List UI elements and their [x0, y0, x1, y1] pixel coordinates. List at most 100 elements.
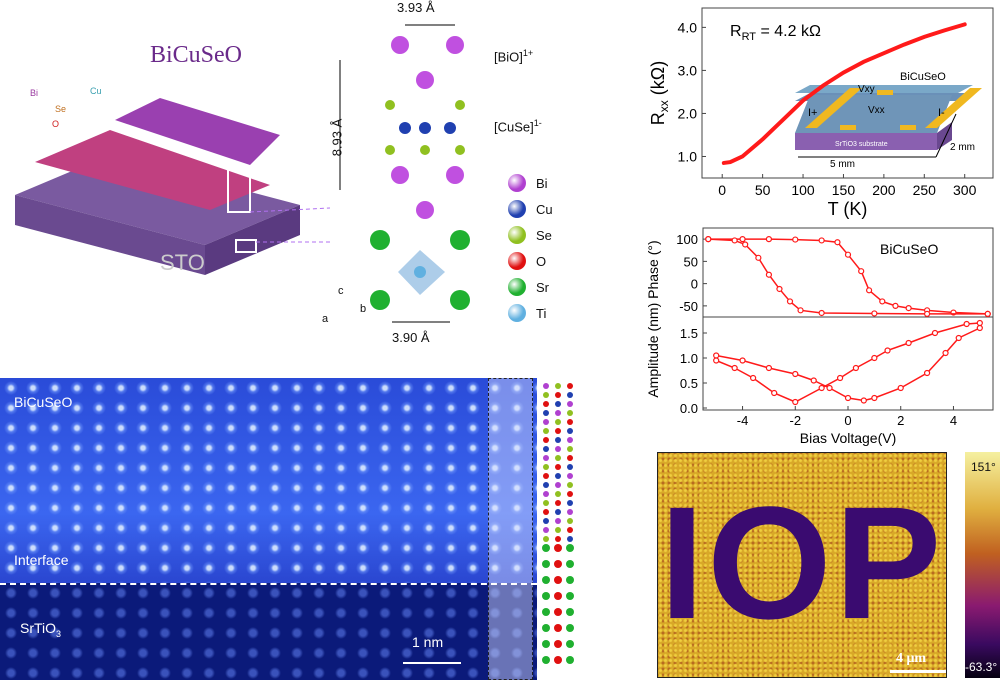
phase-point [984, 310, 991, 317]
model-atom [543, 527, 549, 533]
model-atom [566, 624, 574, 632]
model-atom [567, 455, 573, 461]
inset-vxx: Vxx [868, 105, 885, 116]
contact-pad [900, 125, 916, 130]
phase-point [905, 304, 912, 312]
legend-label: Bi [536, 175, 548, 191]
y-tick-label: 0.5 [680, 376, 698, 391]
y-axis-label: Amplitude (nm) Phase (°) [645, 240, 661, 397]
model-atom [567, 428, 573, 434]
model-atom [542, 592, 550, 600]
model-atom [554, 608, 562, 616]
model-atom [543, 509, 549, 515]
y-tick-label: 0 [691, 277, 698, 292]
inset-substrate: SrTiO3 substrate [835, 141, 888, 148]
axis-a: a [322, 313, 329, 325]
stem-image: BiCuSeO Interface SrTiO3 1 nm [0, 378, 537, 680]
model-atom [554, 560, 562, 568]
amplitude-point [713, 352, 720, 359]
pfm-pattern-text: IOP [659, 473, 945, 652]
amplitude-point [976, 324, 983, 332]
x-tick-label: 100 [791, 182, 815, 198]
model-atom [543, 419, 549, 425]
atom-label-o: O [52, 119, 60, 129]
amplitude-point [884, 347, 891, 354]
model-atom [566, 576, 574, 584]
amplitude-point [871, 354, 878, 362]
x-tick-label: 250 [913, 182, 937, 198]
legend-item: O [508, 248, 553, 274]
model-atom [543, 392, 549, 398]
amplitude-point [871, 394, 878, 402]
atom-sphere-icon [508, 226, 526, 244]
film-illustration: STO [15, 98, 330, 275]
model-atom [567, 473, 573, 479]
amplitude-point [765, 364, 773, 372]
atom-sphere-icon [508, 304, 526, 322]
inset-iminus: I- [938, 107, 945, 119]
inset-vxy: Vxy [858, 84, 875, 95]
y-tick-label: -50 [679, 299, 698, 314]
atom-sphere-icon [508, 278, 526, 296]
model-atom [555, 446, 561, 452]
model-atom [567, 509, 573, 515]
phase-point [742, 241, 749, 248]
model-atom [555, 428, 561, 434]
axis-b: b [360, 303, 367, 315]
amplitude-point [771, 389, 778, 397]
crystal-structure [339, 24, 470, 323]
phase-point [871, 310, 878, 317]
model-atom [555, 392, 561, 398]
amplitude-point [836, 374, 844, 382]
phase-point [879, 298, 886, 305]
y-axis-label: Rxx (kΩ) [648, 61, 671, 125]
panel-title: BiCuSeO [150, 42, 243, 68]
model-atom [567, 446, 573, 452]
phase-point [797, 307, 804, 314]
model-atom [567, 536, 573, 542]
amplitude-point [897, 384, 904, 392]
atom-sphere-icon [508, 200, 526, 218]
resistance-chart: 0 50 100 150 200 250 300 1.0 2.0 3.0 4.0 T (K) Rxx (… [648, 7, 994, 219]
contact-pad [877, 90, 893, 95]
colorbar-max: 151° [971, 460, 996, 474]
model-atom [567, 482, 573, 488]
legend-label: Ti [536, 305, 547, 321]
model-atom [555, 482, 561, 488]
y-tick-label: 4.0 [678, 19, 698, 35]
stem-label-top: BiCuSeO [14, 394, 73, 410]
pfm-hysteresis-chart: -4 -2 0 2 4 Bias Voltage(V) -50 0 50 100 0.0 0.5 1.0… [645, 227, 994, 446]
phase-point [834, 239, 841, 246]
model-atom [554, 592, 562, 600]
model-atom [543, 500, 549, 506]
stem-scalebar [403, 662, 461, 664]
substrate-label: STO [160, 250, 205, 275]
model-atom [543, 491, 549, 497]
atom-label-cu: Cu [90, 86, 102, 96]
amplitude-point [852, 364, 860, 372]
model-atom [555, 419, 561, 425]
layer-cuse: [CuSe] [494, 119, 534, 135]
model-atom [554, 624, 562, 632]
pfm-scalebar-label: 4 μm [896, 651, 927, 666]
amplitude-point [826, 384, 833, 392]
amplitude-point [905, 339, 912, 347]
stem-label-bottom: SrTiO [20, 620, 57, 636]
phase-point [755, 254, 762, 261]
model-atom [567, 419, 573, 425]
atom-sphere-icon [508, 174, 526, 192]
sto-lattice-label: 3.90 Å [392, 330, 430, 345]
phase-point [792, 236, 799, 243]
phase-reverse-series [708, 238, 988, 315]
inset-width-arrow [935, 113, 957, 158]
electrode [925, 88, 982, 128]
amplitude-point [792, 398, 799, 406]
amplitude-point [931, 329, 939, 337]
legend-item: Ti [508, 300, 553, 326]
y-tick-label: 1.0 [678, 148, 698, 164]
resistance-series [721, 22, 967, 165]
phase-point [765, 236, 773, 243]
y-tick-label: 50 [684, 254, 698, 269]
model-atom [567, 410, 573, 416]
model-atom [542, 640, 550, 648]
